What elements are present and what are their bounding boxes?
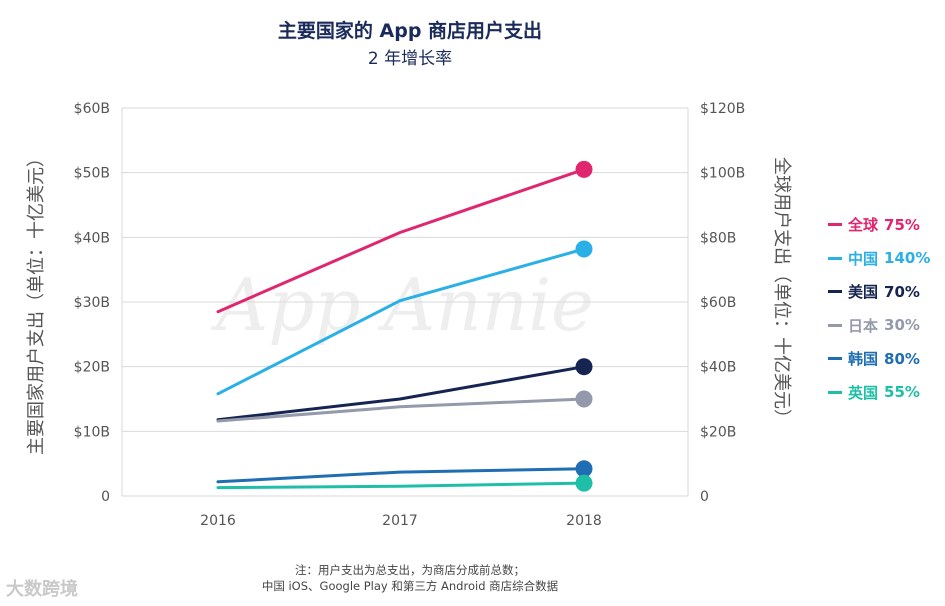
right-axis-title: 全球用户支出（单位：十亿美元） (771, 157, 792, 427)
series-line-中国 (216, 247, 586, 396)
series-end-marker-中国 (575, 240, 593, 258)
footnote-line-1: 注：用户支出为总支出，为商店分成前总数； (295, 563, 525, 577)
series-end-marker-全球 (575, 160, 593, 178)
legend-swatch (828, 290, 842, 294)
legend-item: 英国 55% (828, 376, 930, 410)
legend-growth: 30% (884, 316, 920, 335)
left-tick-label: $50B (74, 166, 110, 182)
legend-growth: 75% (884, 215, 920, 234)
legend-label: 英国 (848, 383, 879, 402)
chart-subtitle: 2 年增长率 (367, 49, 453, 69)
right-tick-label: 0 (700, 489, 709, 505)
series-end-marker-日本 (575, 390, 593, 408)
right-tick-label: $60B (700, 295, 736, 311)
series-line-全球 (216, 167, 586, 314)
right-tick-label: $20B (700, 424, 736, 440)
legend-item: 日本 30% (828, 309, 930, 343)
left-tick-label: 0 (101, 489, 110, 505)
x-tick-label: 2018 (566, 513, 602, 529)
legend-label: 日本 (848, 316, 879, 335)
legend-growth: 140% (884, 249, 931, 268)
legend-growth: 80% (884, 349, 920, 368)
legend-label: 中国 (848, 249, 879, 268)
left-tick-label: $40B (74, 230, 110, 246)
left-axis-title: 主要国家用户支出（单位：十亿美元） (26, 149, 47, 455)
right-tick-label: $40B (700, 360, 736, 376)
legend-label: 韩国 (848, 350, 879, 369)
legend-item: 美国 70% (828, 275, 930, 309)
brand-logo: 大数跨境 (6, 579, 78, 600)
left-tick-label: $60B (74, 101, 110, 117)
legend-item: 中国 140% (828, 242, 930, 276)
left-tick-label: $30B (74, 295, 110, 311)
legend-item: 韩国 80% (828, 342, 930, 376)
series-end-marker-英国 (575, 474, 593, 492)
legend-label: 全球 (848, 216, 879, 235)
legend: 全球 75% 中国 140% 美国 70% 日本 30% 韩国 80% 英国 55% (828, 208, 930, 409)
series-line-英国 (216, 481, 586, 490)
legend-swatch (828, 223, 842, 227)
legend-growth: 55% (884, 383, 920, 402)
legend-swatch (828, 390, 842, 394)
legend-swatch (828, 357, 842, 361)
legend-growth: 70% (884, 282, 920, 301)
series-line-美国 (216, 365, 586, 422)
legend-swatch (828, 323, 842, 327)
right-tick-label: $120B (700, 101, 745, 117)
legend-label: 美国 (848, 283, 879, 302)
watermark-text: App Annie (210, 263, 593, 347)
legend-item: 全球 75% (828, 208, 930, 242)
x-tick-label: 2016 (200, 513, 236, 529)
series-line-韩国 (216, 467, 586, 484)
series-end-marker-韩国 (575, 460, 593, 478)
chart-title: 主要国家的 App 商店用户支出 (277, 20, 543, 42)
series-end-marker-美国 (575, 358, 593, 376)
right-tick-label: $100B (700, 166, 745, 182)
footnote-line-2: 中国 iOS、Google Play 和第三方 Android 商店综合数据 (261, 579, 559, 593)
x-tick-label: 2017 (382, 513, 418, 529)
legend-swatch (828, 256, 842, 260)
right-tick-label: $80B (700, 230, 736, 246)
left-tick-label: $10B (74, 424, 110, 440)
series-line-日本 (216, 397, 586, 423)
left-tick-label: $20B (74, 360, 110, 376)
